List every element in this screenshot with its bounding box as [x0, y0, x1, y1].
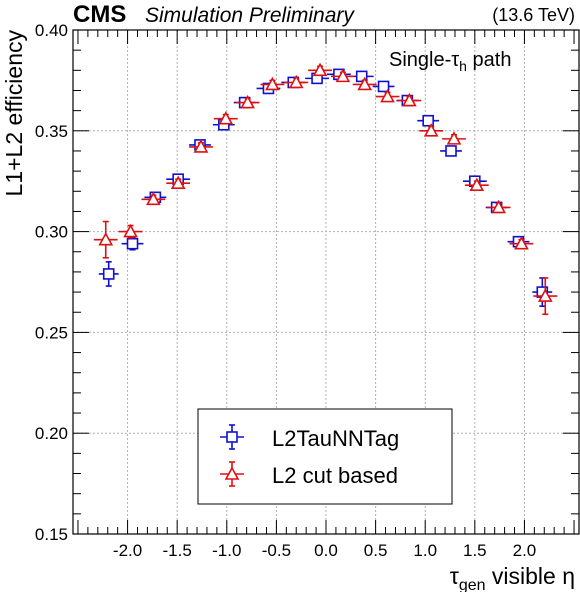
x-tick-label: 1.5	[463, 541, 487, 560]
legend-entry-l2taunntag	[220, 424, 244, 450]
data-series	[93, 62, 558, 316]
data-point	[352, 76, 377, 91]
marker	[288, 74, 304, 89]
x-tick-label: 1.0	[413, 541, 437, 560]
data-point	[442, 131, 466, 145]
marker	[170, 175, 186, 190]
legend-entry-l2-cut-based	[220, 461, 244, 487]
data-point	[509, 236, 534, 250]
data-point	[121, 236, 144, 251]
marker	[537, 288, 553, 302]
data-point	[533, 277, 558, 316]
marker	[265, 76, 280, 91]
y-axis-label: L1+L2 efficiency	[1, 30, 27, 197]
data-point	[532, 277, 553, 307]
path-annotation: Single-τh path	[389, 49, 511, 74]
data-point	[308, 62, 332, 77]
marker	[445, 145, 457, 157]
series-1	[93, 62, 558, 316]
energy-label: (13.6 TeV)	[492, 5, 575, 25]
legend-marker	[226, 431, 238, 443]
marker	[102, 268, 115, 280]
legend-label-l2taunntag: L2TauNNTag	[272, 426, 399, 451]
data-point	[118, 223, 143, 239]
data-point	[98, 261, 119, 287]
legend-box	[197, 408, 453, 505]
marker	[514, 236, 529, 250]
data-point	[440, 145, 462, 157]
simulation-preliminary-label: Simulation Preliminary	[145, 4, 355, 27]
marker	[401, 92, 417, 107]
marker	[335, 68, 351, 83]
data-point	[419, 123, 444, 137]
marker	[422, 114, 434, 127]
cms-label: CMS	[73, 1, 126, 28]
data-point	[260, 76, 285, 91]
y-tick-label: 0.15	[35, 525, 68, 544]
x-tick-label: -1.0	[212, 541, 241, 560]
data-point	[235, 94, 260, 109]
data-point	[397, 92, 422, 107]
marker	[380, 88, 395, 103]
data-point	[486, 199, 511, 214]
data-point	[189, 139, 213, 153]
y-tick-label: 0.20	[35, 424, 68, 443]
x-tick-label: -0.5	[262, 541, 291, 560]
marker	[312, 62, 328, 77]
marker	[98, 231, 114, 246]
data-point	[141, 191, 166, 206]
data-point	[464, 177, 489, 192]
data-point	[213, 111, 238, 125]
marker	[469, 177, 485, 192]
y-tick-label: 0.30	[35, 223, 68, 242]
data-point	[372, 80, 395, 93]
marker	[240, 94, 255, 109]
x-tick-labels: -2.0 -1.5 -1.0 -0.5 0.0 0.5 1.0 1.5 2.0	[113, 541, 536, 560]
marker	[218, 111, 234, 125]
x-tick-label: 2.0	[513, 541, 537, 560]
marker	[193, 139, 209, 153]
y-tick-labels: 0.15 0.20 0.25 0.30 0.35 0.40	[35, 21, 68, 544]
y-tick-label: 0.35	[35, 122, 68, 141]
legend: L2TauNNTag L2 cut based	[197, 408, 453, 505]
marker	[423, 123, 439, 137]
data-point	[330, 68, 355, 83]
x-tick-label: 0.5	[364, 541, 388, 560]
x-tick-label: -1.5	[163, 541, 192, 560]
x-tick-label: 0.0	[314, 541, 338, 560]
x-tick-label: -2.0	[113, 541, 142, 560]
marker	[446, 131, 462, 145]
marker	[123, 223, 138, 238]
y-tick-label: 0.25	[35, 323, 68, 342]
data-point	[166, 175, 191, 190]
x-axis-label: τgen visible η	[450, 563, 575, 592]
data-point	[284, 74, 309, 89]
axis-ticks	[73, 29, 579, 535]
data-point	[375, 88, 400, 103]
marker	[357, 76, 373, 91]
y-tick-label: 0.40	[35, 21, 68, 40]
data-point	[417, 114, 440, 127]
marker	[491, 199, 506, 214]
marker	[355, 70, 368, 83]
marker	[146, 191, 161, 206]
marker	[126, 237, 139, 250]
legend-marker	[224, 466, 240, 480]
legend-label-l2-cut-based: L2 cut based	[272, 463, 398, 488]
data-point	[93, 220, 118, 259]
marker	[377, 80, 390, 93]
